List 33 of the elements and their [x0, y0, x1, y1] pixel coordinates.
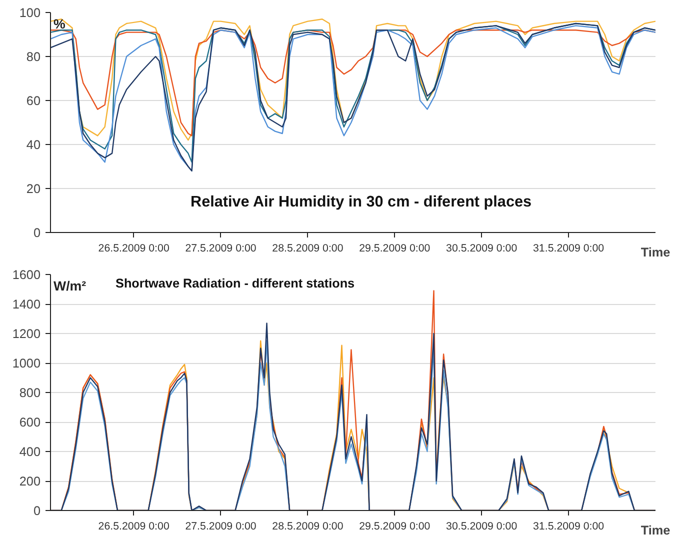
- x-axis-title: Time: [640, 524, 670, 538]
- y-tick-label: 1000: [12, 356, 40, 370]
- x-tick-label: 29.5.2009 0:00: [359, 520, 430, 532]
- x-tick-label: 26.5.2009 0:00: [98, 520, 170, 532]
- y-tick-label: 40: [26, 138, 40, 152]
- x-tick-label: 30.5.2009 0:00: [446, 242, 518, 254]
- text: Relative Air Humidity in 30 cm - diferent places: [190, 194, 532, 210]
- x-tick-label: 31.5.2009 0:00: [533, 520, 604, 532]
- y-axis-title: W/m²: [54, 278, 87, 294]
- y-tick-label: 1200: [12, 327, 40, 341]
- y-tick-label: 800: [19, 386, 41, 400]
- y-tick-label: 1600: [12, 268, 40, 282]
- y-axis-title: %: [54, 16, 66, 32]
- y-tick-label: 100: [19, 6, 41, 20]
- x-tick-label: 31.5.2009 0:00: [533, 242, 604, 254]
- chart-title: Shortwave Radiation - different stations: [116, 276, 355, 290]
- x-tick-label: 27.5.2009 0:00: [185, 520, 256, 532]
- y-tick-label: 600: [19, 416, 41, 430]
- x-tick-label: 26.5.2009 0:00: [98, 242, 170, 254]
- y-tick-label: 80: [26, 50, 40, 64]
- y-tick-label: 20: [26, 182, 40, 196]
- y-tick-label: 400: [19, 445, 41, 459]
- y-tick-label: 0: [33, 226, 41, 240]
- y-tick-label: 60: [26, 94, 40, 108]
- x-tick-label: 28.5.2009 0:00: [272, 242, 344, 254]
- y-tick-label: 1400: [12, 298, 40, 312]
- x-tick-label: 27.5.2009 0:00: [185, 242, 256, 254]
- y-tick-label: 200: [19, 474, 41, 488]
- x-axis-title: Time: [640, 246, 670, 260]
- y-tick-label: 0: [33, 504, 41, 518]
- x-tick-label: 28.5.2009 0:00: [272, 520, 344, 532]
- x-tick-label: 29.5.2009 0:00: [359, 242, 430, 254]
- x-tick-label: 30.5.2009 0:00: [446, 520, 518, 532]
